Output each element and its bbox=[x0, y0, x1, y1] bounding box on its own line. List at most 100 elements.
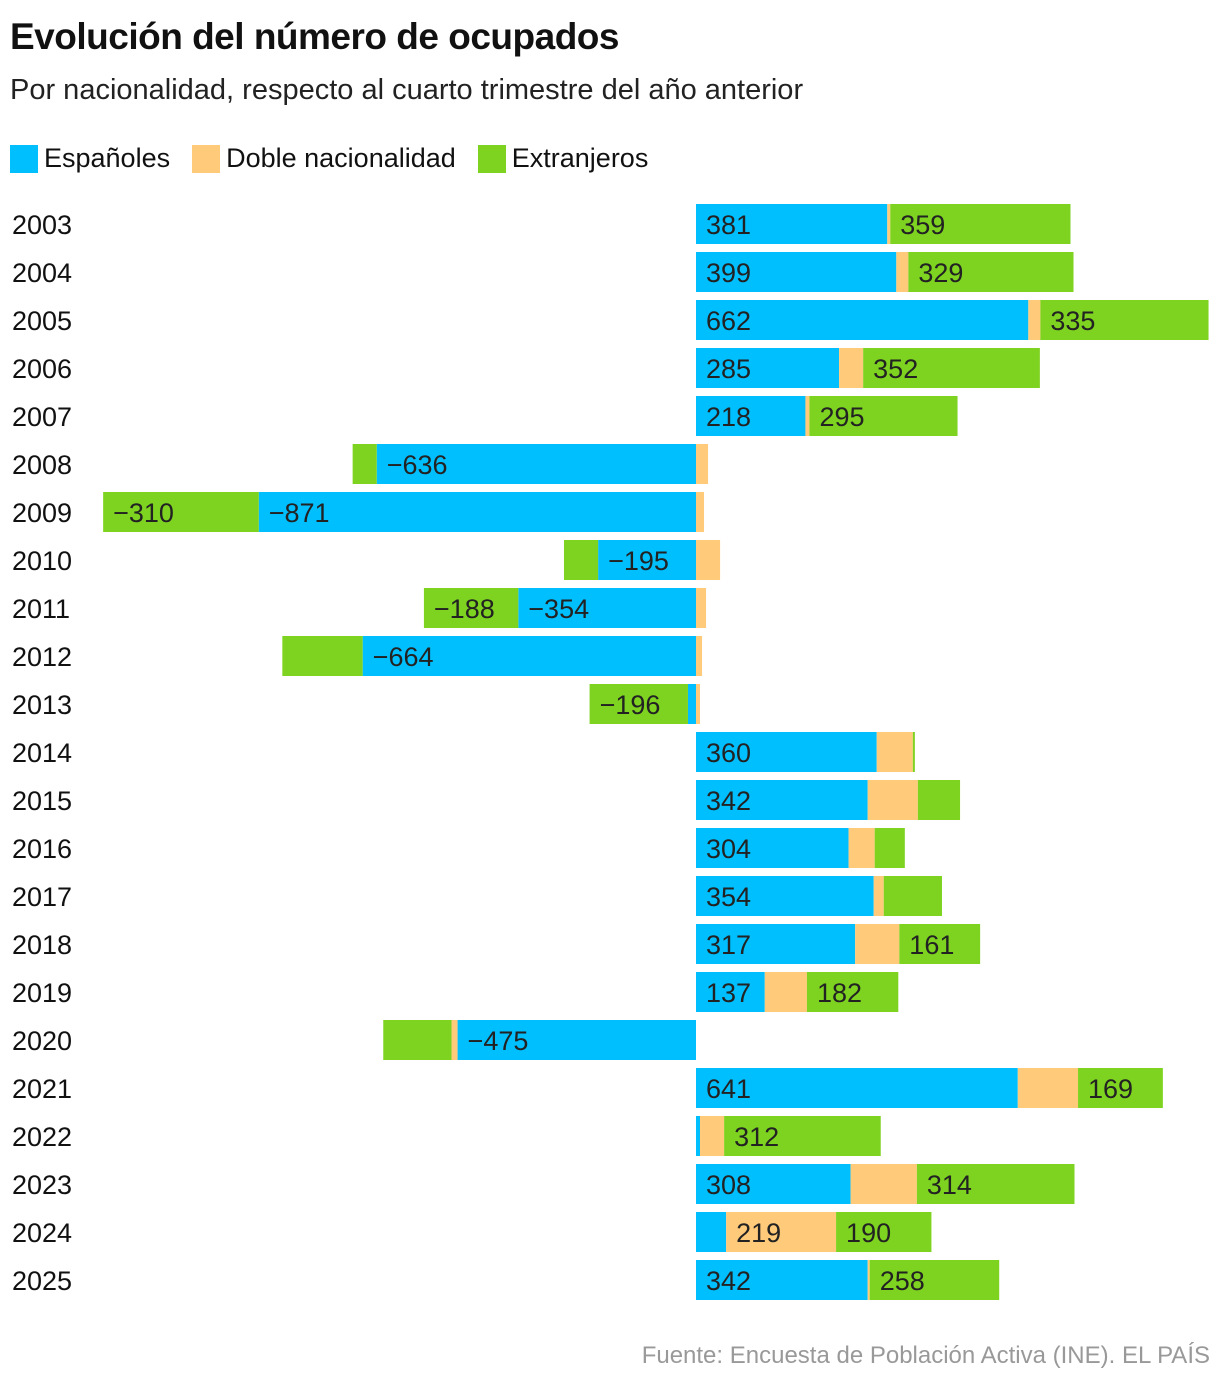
bar-extranjeros bbox=[352, 444, 377, 484]
bar-españoles bbox=[696, 972, 765, 1012]
bar-extranjeros bbox=[869, 1260, 1000, 1300]
data-label: 641 bbox=[706, 1074, 751, 1104]
bar-españoles bbox=[598, 540, 696, 580]
bar-españoles bbox=[696, 348, 840, 388]
legend-item-doble: Doble nacionalidad bbox=[192, 143, 456, 174]
bar-doble-nacionalidad bbox=[696, 684, 701, 724]
bar-españoles bbox=[696, 204, 888, 244]
data-label: 352 bbox=[873, 354, 918, 384]
bar-doble-nacionalidad bbox=[726, 1212, 837, 1252]
bar-doble-nacionalidad bbox=[1017, 1068, 1079, 1108]
data-label: 317 bbox=[706, 930, 751, 960]
data-label: 314 bbox=[927, 1170, 972, 1200]
bar-españoles bbox=[696, 1260, 868, 1300]
bar-españoles bbox=[376, 444, 696, 484]
bar-extranjeros bbox=[806, 972, 899, 1012]
year-label: 2017 bbox=[12, 882, 72, 912]
year-label: 2014 bbox=[12, 738, 72, 768]
legend-label: Extranjeros bbox=[511, 143, 649, 173]
data-label: −196 bbox=[600, 690, 661, 720]
data-label: 219 bbox=[736, 1218, 781, 1248]
year-label: 2012 bbox=[12, 642, 72, 672]
bar-extranjeros bbox=[836, 1212, 932, 1252]
bar-extranjeros bbox=[912, 732, 915, 772]
year-label: 2005 bbox=[12, 306, 72, 336]
bar-doble-nacionalidad bbox=[696, 588, 707, 628]
year-label: 2007 bbox=[12, 402, 72, 432]
bar-españoles bbox=[457, 1020, 696, 1060]
year-label: 2024 bbox=[12, 1218, 72, 1248]
year-label: 2025 bbox=[12, 1266, 72, 1296]
data-label: 169 bbox=[1088, 1074, 1133, 1104]
year-label: 2018 bbox=[12, 930, 72, 960]
legend-swatch bbox=[10, 144, 38, 173]
bar-españoles bbox=[696, 732, 877, 772]
data-label: 258 bbox=[880, 1266, 925, 1296]
data-label: 399 bbox=[706, 258, 751, 288]
bar-doble-nacionalidad bbox=[696, 636, 703, 676]
year-label: 2021 bbox=[12, 1074, 72, 1104]
year-label: 2016 bbox=[12, 834, 72, 864]
bar-españoles bbox=[696, 396, 806, 436]
legend-label: Españoles bbox=[44, 143, 171, 173]
bar-extranjeros bbox=[589, 684, 688, 724]
data-label: 360 bbox=[706, 738, 751, 768]
bar-doble-nacionalidad bbox=[696, 540, 721, 580]
data-label: −188 bbox=[434, 594, 495, 624]
bar-extranjeros bbox=[282, 636, 363, 676]
bar-españoles bbox=[696, 780, 868, 820]
chart-subtitle: Por nacionalidad, respecto al cuarto tri… bbox=[10, 74, 804, 106]
bar-doble-nacionalidad bbox=[764, 972, 807, 1012]
year-label: 2015 bbox=[12, 786, 72, 816]
bar-doble-nacionalidad bbox=[839, 348, 864, 388]
bar-doble-nacionalidad bbox=[1028, 300, 1041, 340]
bar-españoles bbox=[362, 636, 696, 676]
data-label: 161 bbox=[909, 930, 954, 960]
legend-item-extranjeros: Extranjeros bbox=[477, 143, 649, 174]
bar-extranjeros bbox=[916, 1164, 1075, 1204]
year-label: 2006 bbox=[12, 354, 72, 384]
bar-españoles bbox=[696, 1068, 1018, 1108]
bar-extranjeros bbox=[883, 876, 942, 916]
bar-doble-nacionalidad bbox=[696, 492, 705, 532]
year-label: 2023 bbox=[12, 1170, 72, 1200]
bar-extranjeros bbox=[724, 1116, 881, 1156]
data-label: 304 bbox=[706, 834, 751, 864]
bar-extranjeros bbox=[863, 348, 1040, 388]
legend-label: Doble nacionalidad bbox=[226, 143, 456, 173]
bar-españoles bbox=[696, 876, 874, 916]
bar-doble-nacionalidad bbox=[451, 1020, 458, 1060]
bar-españoles bbox=[696, 1212, 727, 1252]
data-label: 295 bbox=[819, 402, 864, 432]
year-label: 2019 bbox=[12, 978, 72, 1008]
chart-title: Evolución del número de ocupados bbox=[10, 16, 619, 57]
bar-españoles bbox=[696, 252, 897, 292]
bar-extranjeros bbox=[809, 396, 958, 436]
data-label: 312 bbox=[734, 1122, 779, 1152]
legend-swatch bbox=[477, 144, 506, 173]
data-label: 354 bbox=[706, 882, 751, 912]
data-label: −636 bbox=[387, 450, 448, 480]
bar-extranjeros bbox=[899, 924, 981, 964]
bar-españoles bbox=[696, 1164, 851, 1204]
year-label: 2008 bbox=[12, 450, 72, 480]
data-label: 308 bbox=[706, 1170, 751, 1200]
data-label: 182 bbox=[817, 978, 862, 1008]
bar-extranjeros bbox=[917, 780, 961, 820]
bar-doble-nacionalidad bbox=[873, 876, 884, 916]
bar-españoles bbox=[696, 1116, 701, 1156]
bar-doble-nacionalidad bbox=[848, 828, 875, 868]
year-label: 2011 bbox=[12, 594, 70, 624]
data-label: 335 bbox=[1050, 306, 1095, 336]
legend-item-espanoles: Españoles bbox=[10, 143, 170, 174]
bar-doble-nacionalidad bbox=[876, 732, 913, 772]
data-label: 190 bbox=[846, 1218, 891, 1248]
bar-doble-nacionalidad bbox=[805, 396, 810, 436]
bar-extranjeros bbox=[874, 828, 905, 868]
source-note: Fuente: Encuesta de Población Activa (IN… bbox=[641, 1342, 1210, 1369]
data-label: 662 bbox=[706, 306, 751, 336]
bar-españoles bbox=[696, 828, 849, 868]
bar-doble-nacionalidad bbox=[850, 1164, 917, 1204]
data-label: −475 bbox=[468, 1026, 529, 1056]
bar-doble-nacionalidad bbox=[867, 780, 918, 820]
